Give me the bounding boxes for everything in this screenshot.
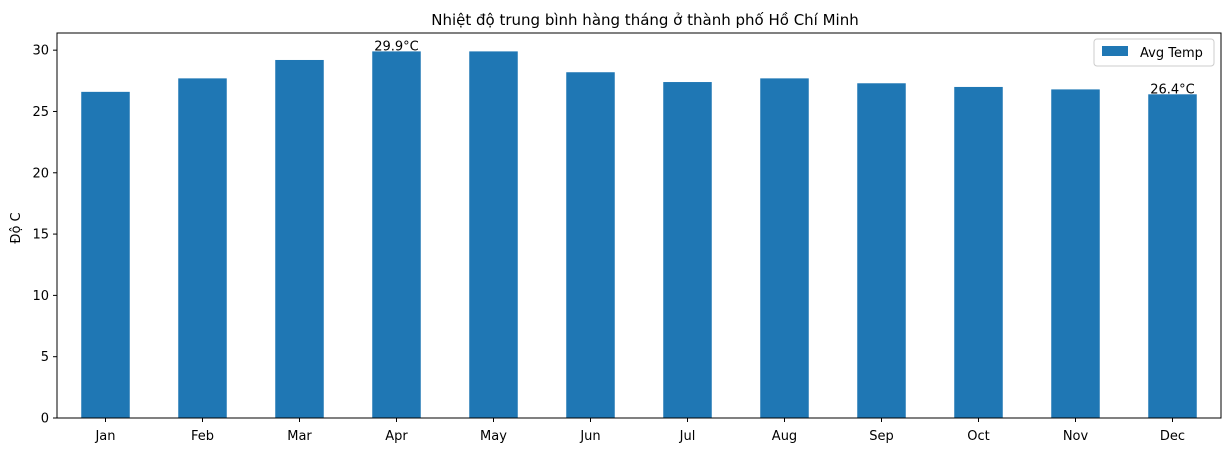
y-tick-label-15: 15 xyxy=(32,228,49,243)
y-tick-label-25: 25 xyxy=(32,105,49,120)
bar-feb xyxy=(178,78,227,418)
legend-box xyxy=(1093,38,1215,67)
x-tick-label-oct: Oct xyxy=(967,429,989,444)
plot-frame xyxy=(56,32,1222,419)
chart-title: Nhiệt độ trung bình hàng tháng ở thành p… xyxy=(431,11,858,29)
data-label-apr: 29.9°C xyxy=(374,39,419,54)
bar-jul xyxy=(663,82,712,418)
bar-jun xyxy=(566,72,615,419)
bar-nov xyxy=(1051,89,1100,418)
x-tick-label-feb: Feb xyxy=(191,429,214,444)
x-tick-label-aug: Aug xyxy=(772,429,797,444)
x-tick-label-may: May xyxy=(480,429,507,444)
y-tick-label-20: 20 xyxy=(32,166,49,181)
plot-area: Jan Feb Mar Apr May Jun Jul Aug Sep Oct Nov Dec 0 5 10… xyxy=(32,39,1197,444)
x-tick-label-nov: Nov xyxy=(1063,429,1089,444)
y-tick-label-0: 0 xyxy=(41,412,49,427)
bar-oct xyxy=(954,86,1003,419)
bar-apr xyxy=(372,51,421,418)
legend-swatch xyxy=(1102,46,1128,56)
legend: Avg Temp xyxy=(1093,38,1215,67)
x-tick-label-jul: Jul xyxy=(679,429,696,444)
y-axis-label: Độ C xyxy=(9,212,24,243)
x-tick-label-mar: Mar xyxy=(287,429,312,444)
x-tick-label-jun: Jun xyxy=(579,429,600,444)
y-tick-label-30: 30 xyxy=(32,44,49,59)
bar-sep xyxy=(857,83,906,419)
x-tick-label-dec: Dec xyxy=(1160,429,1185,444)
bar-jan xyxy=(81,91,130,418)
y-tick-label-5: 5 xyxy=(41,350,49,365)
x-tick-label-jan: Jan xyxy=(94,429,115,444)
bar-dec xyxy=(1148,94,1197,419)
y-tick-label-10: 10 xyxy=(32,289,49,304)
bar-may xyxy=(469,51,518,418)
bar-mar xyxy=(275,59,324,419)
data-label-dec: 26.4°C xyxy=(1150,82,1195,97)
bar-aug xyxy=(760,78,809,418)
x-tick-label-sep: Sep xyxy=(869,429,894,444)
legend-label: Avg Temp xyxy=(1140,46,1203,61)
x-tick-label-apr: Apr xyxy=(385,429,408,444)
